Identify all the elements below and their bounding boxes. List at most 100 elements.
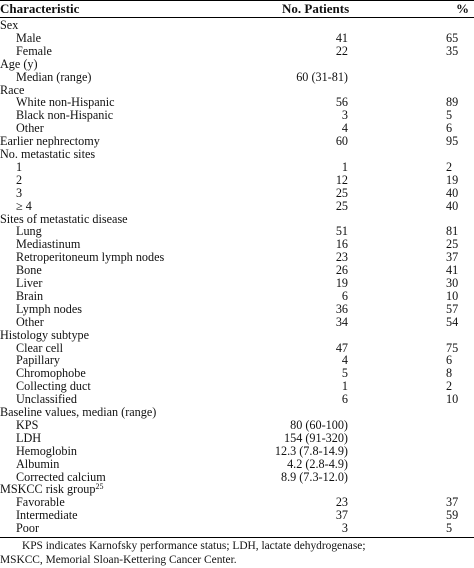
- percent-cell: 2: [446, 159, 453, 174]
- percent-cell: 40: [446, 198, 459, 213]
- table-row: Black non-Hispanic 3 5: [0, 109, 474, 122]
- row-label: Albumin: [16, 456, 60, 471]
- footnote-line-2: MSKCC, Memorial Sloan-Kettering Cancer C…: [0, 554, 237, 566]
- percent-cell: 8: [446, 366, 453, 381]
- row-label-text: Liver: [16, 276, 43, 290]
- table-row: Sex: [0, 19, 474, 32]
- header-rule: [0, 17, 474, 18]
- top-rule: [0, 0, 474, 1]
- row-label: Female: [16, 44, 52, 58]
- table-row: Poor 3 5: [0, 522, 474, 535]
- table-row: 2 12 19: [0, 172, 474, 187]
- table-row: Clear cell 47 75: [0, 340, 474, 355]
- row-label-text: Unclassified: [16, 392, 77, 407]
- table-row: Sites of metastatic disease: [0, 211, 474, 226]
- no-patients-cell: 4.2 (2.8-4.9): [287, 456, 348, 471]
- row-label-text: Lung: [16, 224, 42, 239]
- table-row: Bone 26 41: [0, 264, 474, 277]
- no-patients-cell: 22: [335, 43, 348, 58]
- no-patients-cell: 23: [335, 250, 348, 265]
- row-label: Clear cell: [16, 340, 64, 355]
- row-label: Liver: [16, 277, 42, 290]
- row-label: Lung: [16, 225, 42, 238]
- row-label: Retroperitoneum lymph nodes: [16, 251, 164, 264]
- table-row: Baseline values, median (range): [0, 406, 474, 419]
- percent-cell: 37: [446, 250, 459, 265]
- table-row: Hemoglobin 12.3 (7.8-14.9): [0, 443, 474, 458]
- percent-cell: 30: [446, 276, 459, 290]
- row-label-text: Other: [16, 121, 44, 136]
- no-patients-cell: 16: [335, 237, 348, 252]
- percent-cell: 5: [446, 108, 453, 123]
- header-no-patients: No. Patients: [282, 1, 350, 16]
- no-patients-cell: 25: [335, 198, 348, 213]
- percent-cell: 75: [446, 340, 459, 355]
- percent-cell: 5: [446, 521, 453, 536]
- section-label: Sex: [0, 19, 18, 32]
- no-patients-cell: 12.3 (7.8-14.9): [274, 443, 348, 458]
- section-label: Age (y): [0, 57, 38, 71]
- row-label-text: Papillary: [16, 353, 61, 368]
- row-label-text: Sex: [0, 18, 19, 32]
- row-label: 1: [16, 160, 22, 174]
- table-row: No. metastatic sites: [0, 148, 474, 161]
- row-label-text: Median (range): [16, 69, 92, 84]
- row-label: Male: [16, 30, 42, 45]
- table-row: KPS 80 (60-100): [0, 417, 474, 432]
- row-label: KPS: [16, 417, 39, 432]
- bottom-rule: [0, 537, 474, 538]
- percent-cell: 41: [446, 263, 459, 278]
- row-label-text: Sites of metastatic disease: [0, 211, 128, 226]
- no-patients-cell: 47: [335, 340, 348, 355]
- table-row: Lymph nodes 36 57: [0, 302, 474, 316]
- table-row: Chromophobe 5 8: [0, 367, 474, 380]
- row-label-text: Chromophobe: [16, 366, 86, 381]
- table-row: Race: [0, 83, 474, 97]
- row-label: Other: [16, 122, 44, 135]
- row-label-text: Black non-Hispanic: [16, 108, 114, 123]
- table-row: Brain 6 10: [0, 288, 474, 303]
- table-row: Liver 19 30: [0, 277, 474, 290]
- percent-cell: 6: [446, 121, 453, 136]
- row-label-text: 2: [16, 172, 23, 187]
- percent-cell: 81: [446, 224, 459, 239]
- section-label: Earlier nephrectomy: [0, 135, 100, 148]
- no-patients-cell: 51: [335, 224, 348, 239]
- table-row: Histology subtype: [0, 327, 474, 342]
- no-patients-cell: 12: [335, 172, 348, 187]
- row-label-text: 3: [16, 185, 23, 200]
- row-label-text: Other: [16, 314, 44, 329]
- percent-cell: 89: [446, 95, 459, 110]
- no-patients-cell: 4: [341, 353, 348, 368]
- row-label: 3: [16, 185, 23, 200]
- percent-cell: 25: [446, 237, 459, 252]
- no-patients-cell: 6: [341, 288, 348, 303]
- no-patients-cell: 56: [335, 95, 348, 110]
- row-label-text: Albumin: [16, 456, 60, 471]
- row-label-text: Hemoglobin: [16, 443, 77, 458]
- percent-cell: 2: [446, 379, 453, 394]
- table-row: Mediastinum 16 25: [0, 238, 474, 251]
- row-label-text: Bone: [16, 263, 42, 278]
- no-patients-cell: 25: [335, 185, 348, 200]
- table-row: White non-Hispanic 56 89: [0, 96, 474, 109]
- row-label-text: Clear cell: [16, 340, 64, 355]
- row-label: Lymph nodes: [16, 302, 82, 316]
- row-label-text: MSKCC risk group: [0, 482, 96, 497]
- row-label: Brain: [16, 289, 43, 303]
- row-label-text: No. metastatic sites: [0, 147, 96, 161]
- row-label: Hemoglobin: [16, 443, 77, 458]
- row-label-text: White non-Hispanic: [16, 95, 115, 110]
- row-label: Black non-Hispanic: [16, 109, 113, 122]
- row-label-text: Histology subtype: [0, 327, 90, 342]
- no-patients-cell: 34: [335, 314, 348, 329]
- row-label-text: Earlier nephrectomy: [0, 134, 100, 149]
- no-patients-cell: 4: [341, 121, 348, 136]
- row-label-text: KPS: [16, 417, 39, 432]
- no-patients-cell: 3: [341, 521, 348, 536]
- row-label: ≥ 4: [16, 199, 32, 213]
- no-patients-cell: 3: [341, 108, 348, 123]
- row-label-text: Male: [16, 30, 42, 45]
- section-label: Baseline values, median (range): [0, 406, 156, 419]
- table-row: Earlier nephrectomy 60 95: [0, 135, 474, 148]
